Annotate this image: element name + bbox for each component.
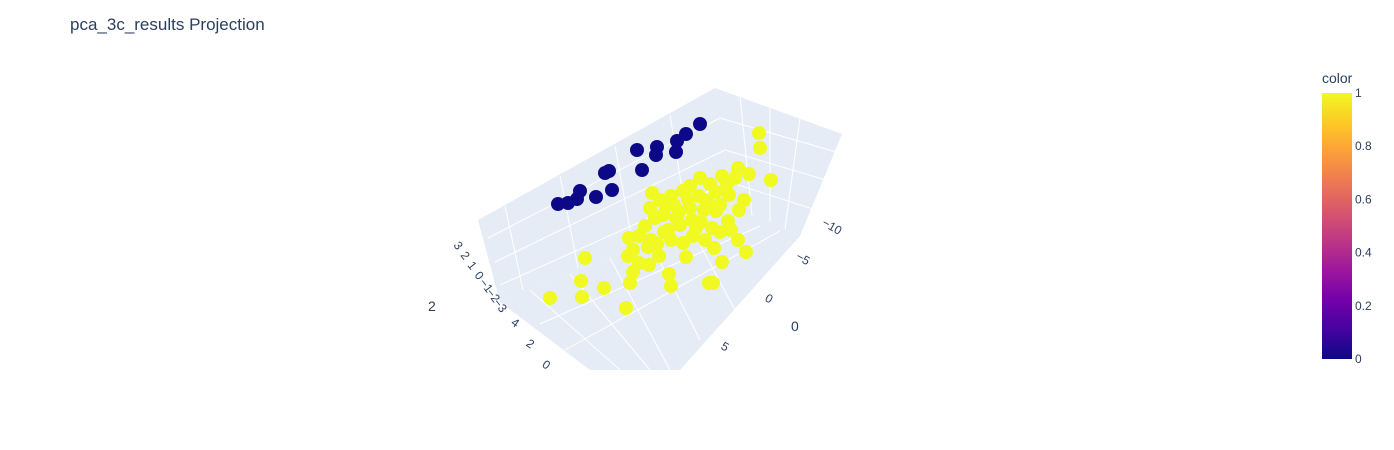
data-point [693, 171, 707, 185]
tick-label: 3 [451, 239, 466, 253]
colorbar-tick-label: 0.8 [1355, 139, 1372, 153]
data-point [672, 205, 686, 219]
tick-label: −10 [820, 215, 845, 237]
data-point [752, 126, 766, 140]
colorbar-ticks: 1 0.8 0.6 0.4 0.2 0 [1355, 86, 1372, 366]
colorbar-title: color [1322, 70, 1353, 86]
tick-label: 1 [465, 259, 480, 273]
colorbar-tick-label: 0 [1355, 352, 1362, 366]
tick-label: −5 [794, 249, 813, 268]
data-point [652, 249, 666, 263]
data-point [638, 219, 652, 233]
data-point [543, 291, 557, 305]
data-point [630, 143, 644, 157]
data-point [721, 214, 735, 228]
tick-label: 2 [458, 249, 473, 263]
left-axis-title: 2 [428, 298, 436, 314]
data-point [649, 148, 663, 162]
data-point [605, 183, 619, 197]
data-point [689, 221, 703, 235]
data-point [715, 169, 729, 183]
data-point [713, 225, 727, 239]
data-point [722, 188, 736, 202]
data-point [706, 276, 720, 290]
data-point [648, 211, 662, 225]
data-point [650, 237, 664, 251]
data-point [551, 197, 565, 211]
data-point [670, 134, 684, 148]
data-point [697, 203, 711, 217]
colorbar-tick-label: 0.6 [1355, 192, 1372, 206]
data-point [715, 255, 729, 269]
data-point [622, 231, 636, 245]
colorbar-tick-label: 1 [1355, 86, 1362, 100]
data-point [574, 274, 588, 288]
data-point [623, 276, 637, 290]
data-point [753, 141, 767, 155]
tick-label: 0 [763, 291, 776, 307]
data-point [693, 117, 707, 131]
data-point [713, 198, 727, 212]
data-point [597, 281, 611, 295]
right-axis-title: 0 [791, 318, 799, 334]
data-point [578, 251, 592, 265]
tick-label: 0 [540, 357, 554, 372]
data-point [626, 265, 640, 279]
data-point [645, 186, 659, 200]
chart-title: pca_3c_results Projection [70, 15, 265, 34]
back-wall-left [478, 88, 733, 302]
data-point [707, 241, 721, 255]
data-point [732, 203, 746, 217]
colorbar-tick-label: 0.2 [1355, 299, 1372, 313]
tick-label: 4 [509, 315, 523, 330]
data-point [679, 250, 693, 264]
data-point [621, 249, 635, 263]
data-point [676, 236, 690, 250]
data-point [739, 245, 753, 259]
data-point [669, 145, 683, 159]
grid-lines [487, 95, 837, 371]
data-point [659, 199, 673, 213]
data-point [589, 190, 603, 204]
data-point [742, 167, 756, 181]
tick-label: 5 [719, 339, 732, 355]
colorbar [1322, 93, 1352, 359]
data-point [661, 223, 675, 237]
data-point [619, 301, 633, 315]
data-point [731, 233, 745, 247]
data-point [764, 173, 778, 187]
data-point [698, 233, 712, 247]
points-layer [543, 117, 778, 315]
data-point [662, 267, 676, 281]
data-point [664, 279, 678, 293]
data-point [602, 164, 616, 178]
data-point [709, 185, 723, 199]
data-point [635, 163, 649, 177]
colorbar-tick-label: 0.4 [1355, 246, 1372, 260]
data-point [575, 290, 589, 304]
data-point [681, 193, 695, 207]
tick-label: 2 [524, 336, 538, 351]
